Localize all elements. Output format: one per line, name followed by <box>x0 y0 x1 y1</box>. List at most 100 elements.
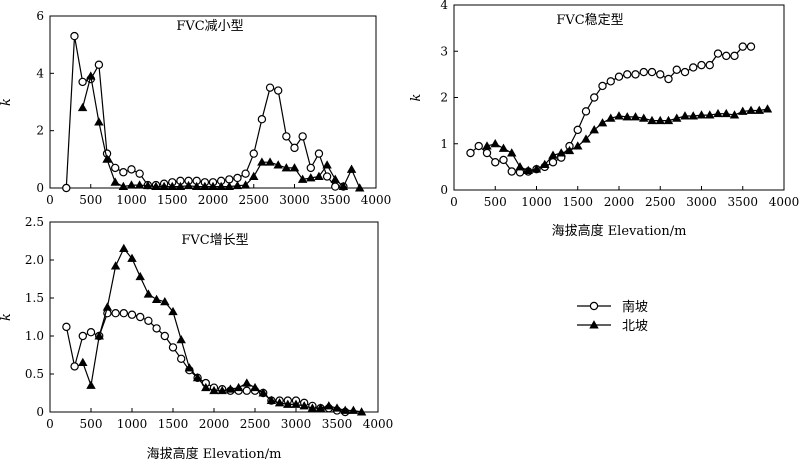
data-point-circle <box>110 163 120 173</box>
y-tick-label: 1.5 <box>25 291 44 305</box>
data-point-triangle <box>688 111 698 120</box>
data-point-triangle <box>630 112 641 121</box>
chart-panel-2: 0 500 1000 1500 2000 2500 3000 3500 4000 0 1 2 3 4 FVC… <box>409 0 799 239</box>
data-point-circle <box>111 309 120 318</box>
data-point-triangle <box>614 111 624 120</box>
y-tick-label: 0.5 <box>25 367 44 381</box>
chart-panel-1: 0 500 1000 1500 2000 2500 3000 3500 4000 0 2 4 6 FVC减… <box>0 9 391 207</box>
data-point-triangle <box>523 165 533 175</box>
data-point-triangle <box>482 141 492 150</box>
data-point-circle <box>730 51 739 61</box>
data-point-circle <box>738 42 747 51</box>
data-point-triangle <box>126 180 137 189</box>
data-point-circle <box>282 132 291 141</box>
data-point-circle <box>290 143 299 153</box>
data-point-triangle <box>240 180 251 189</box>
data-point-triangle <box>332 403 342 412</box>
data-point-circle <box>306 163 315 173</box>
data-point-circle <box>78 331 88 341</box>
data-point-triangle <box>143 289 154 298</box>
data-point-triangle <box>265 157 275 166</box>
data-point-triangle <box>696 110 707 119</box>
data-point-triangle <box>498 143 509 152</box>
data-point-triangle <box>705 110 715 119</box>
data-point-triangle <box>672 113 682 122</box>
data-point-triangle <box>208 181 218 191</box>
data-point-circle <box>298 132 307 141</box>
data-point-triangle <box>606 113 616 122</box>
data-point-triangle <box>77 102 88 112</box>
y-tick-label: 2.0 <box>25 253 44 267</box>
data-point-circle <box>62 322 71 332</box>
x-tick-label: 500 <box>80 417 103 431</box>
data-point-triangle <box>348 405 359 414</box>
data-point-circle <box>119 168 128 177</box>
x-axis-label: 海拔高度 Elevation/m <box>552 223 687 239</box>
data-point-triangle <box>216 181 226 191</box>
data-point-triangle <box>183 180 194 190</box>
data-point-triangle <box>746 105 756 114</box>
data-point-triangle <box>201 382 211 392</box>
data-point-triangle <box>738 106 748 115</box>
data-point-circle <box>242 386 251 395</box>
data-point-triangle <box>306 173 316 182</box>
data-point-triangle <box>283 399 293 408</box>
data-point-circle <box>713 49 723 58</box>
x-tick-label: 2000 <box>198 193 229 207</box>
data-point-triangle <box>540 159 550 169</box>
x-tick-label: 3000 <box>279 193 310 207</box>
data-point-triangle <box>110 261 121 270</box>
y-tick-label: 0 <box>36 181 44 195</box>
x-tick-label: 0 <box>450 195 458 209</box>
data-point-triangle <box>281 163 292 172</box>
data-point-circle <box>573 125 582 135</box>
data-point-circle <box>94 60 104 69</box>
data-point-triangle <box>200 181 210 191</box>
y-tick-label: 6 <box>36 9 44 23</box>
data-point-triangle <box>168 306 178 316</box>
data-point-triangle <box>639 113 649 122</box>
data-point-triangle <box>354 183 365 192</box>
data-point-circle <box>241 169 250 178</box>
x-tick-label: 4000 <box>769 195 800 209</box>
data-point-circle <box>144 316 153 325</box>
data-point-circle <box>168 343 178 352</box>
series-north <box>482 104 773 175</box>
data-point-triangle <box>307 403 318 412</box>
data-point-triangle <box>224 181 235 191</box>
data-point-triangle <box>721 108 731 118</box>
data-point-triangle <box>209 385 219 395</box>
data-point-triangle <box>143 180 153 190</box>
x-axis-label: 海拔高度 Elevation/m <box>147 446 282 459</box>
data-point-triangle <box>274 398 285 407</box>
data-point-circle <box>257 114 267 124</box>
x-tick-label: 3000 <box>281 417 312 431</box>
data-point-triangle <box>324 401 334 410</box>
data-point-triangle <box>315 403 326 412</box>
data-point-circle <box>722 51 731 61</box>
data-point-circle <box>160 331 169 341</box>
data-point-circle <box>135 312 145 322</box>
data-point-circle <box>331 182 340 191</box>
data-point-triangle <box>573 141 583 150</box>
data-point-triangle <box>176 334 186 344</box>
series-north <box>78 243 367 416</box>
data-point-triangle <box>548 150 558 159</box>
data-point-circle <box>672 65 681 74</box>
data-point-circle <box>656 70 665 79</box>
data-point-triangle <box>233 382 244 392</box>
data-point-triangle <box>151 294 162 303</box>
data-point-triangle <box>257 157 267 166</box>
x-tick-label: 3500 <box>322 417 353 431</box>
y-axis-label: k <box>409 93 424 101</box>
data-point-circle <box>590 93 599 102</box>
data-point-triangle <box>597 118 608 127</box>
x-tick-label: 1000 <box>116 193 147 207</box>
data-point-triangle <box>330 174 340 183</box>
data-point-triangle <box>258 388 268 397</box>
x-tick-label: 4000 <box>363 417 394 431</box>
data-point-circle <box>176 354 186 363</box>
data-point-circle <box>135 169 144 178</box>
data-point-circle <box>491 158 500 167</box>
